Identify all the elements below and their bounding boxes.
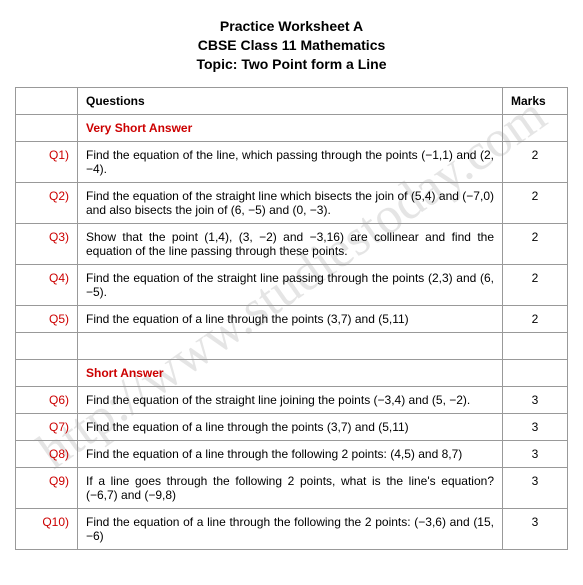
- table-row: Q3) Show that the point (1,4), (3, −2) a…: [16, 224, 568, 265]
- table-row: Q5) Find the equation of a line through …: [16, 306, 568, 333]
- section-row: Short Answer: [16, 360, 568, 387]
- question-text: If a line goes through the following 2 p…: [78, 468, 503, 509]
- question-marks: 3: [503, 387, 568, 414]
- question-number: Q9): [49, 474, 69, 488]
- question-number: Q5): [49, 312, 69, 326]
- spacer-row: [16, 333, 568, 360]
- question-marks: 3: [503, 441, 568, 468]
- question-number: Q8): [49, 447, 69, 461]
- question-number: Q1): [49, 148, 69, 162]
- question-text: Show that the point (1,4), (3, −2) and −…: [78, 224, 503, 265]
- worksheet-table: Questions Marks Very Short Answer Q1) Fi…: [15, 87, 568, 550]
- table-row: Q8) Find the equation of a line through …: [16, 441, 568, 468]
- section-title: Very Short Answer: [86, 121, 192, 135]
- col-marks-header: Marks: [503, 88, 568, 115]
- question-marks: 2: [503, 183, 568, 224]
- question-marks: 2: [503, 142, 568, 183]
- table-row: Q10) Find the equation of a line through…: [16, 509, 568, 550]
- table-row: Q7) Find the equation of a line through …: [16, 414, 568, 441]
- question-marks: 3: [503, 414, 568, 441]
- question-marks: 3: [503, 509, 568, 550]
- question-text: Find the equation of the straight line j…: [78, 387, 503, 414]
- question-number: Q7): [49, 420, 69, 434]
- question-marks: 2: [503, 265, 568, 306]
- question-number: Q4): [49, 271, 69, 285]
- header-line3: Topic: Two Point form a Line: [15, 56, 568, 72]
- table-row: Q2) Find the equation of the straight li…: [16, 183, 568, 224]
- question-number: Q3): [49, 230, 69, 244]
- col-qnum-header: [16, 88, 78, 115]
- table-row: Q4) Find the equation of the straight li…: [16, 265, 568, 306]
- col-questions-header: Questions: [78, 88, 503, 115]
- header-line1: Practice Worksheet A: [15, 18, 568, 34]
- section-title: Short Answer: [86, 366, 164, 380]
- question-marks: 3: [503, 468, 568, 509]
- question-number: Q2): [49, 189, 69, 203]
- question-text: Find the equation of a line through the …: [78, 509, 503, 550]
- question-text: Find the equation of a line through the …: [78, 306, 503, 333]
- question-text: Find the equation of a line through the …: [78, 414, 503, 441]
- table-row: Q1) Find the equation of the line, which…: [16, 142, 568, 183]
- table-row: Q6) Find the equation of the straight li…: [16, 387, 568, 414]
- table-row: Q9) If a line goes through the following…: [16, 468, 568, 509]
- question-marks: 2: [503, 306, 568, 333]
- section-row: Very Short Answer: [16, 115, 568, 142]
- question-text: Find the equation of a line through the …: [78, 441, 503, 468]
- question-number: Q6): [49, 393, 69, 407]
- worksheet-header: Practice Worksheet A CBSE Class 11 Mathe…: [15, 18, 568, 72]
- question-text: Find the equation of the straight line p…: [78, 265, 503, 306]
- question-text: Find the equation of the line, which pas…: [78, 142, 503, 183]
- question-marks: 2: [503, 224, 568, 265]
- table-header-row: Questions Marks: [16, 88, 568, 115]
- question-number: Q10): [42, 515, 69, 529]
- question-text: Find the equation of the straight line w…: [78, 183, 503, 224]
- header-line2: CBSE Class 11 Mathematics: [15, 37, 568, 53]
